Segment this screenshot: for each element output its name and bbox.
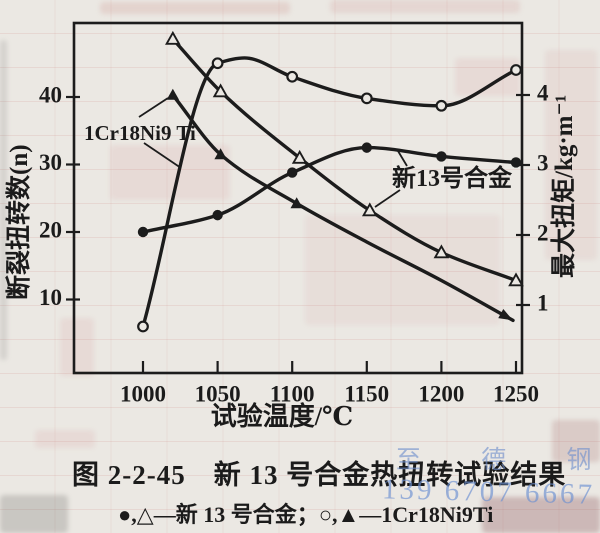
series-curve — [141, 145, 518, 234]
leader-line — [397, 150, 408, 167]
series-circle-open — [137, 56, 522, 333]
data-point-triangle-filled — [290, 197, 303, 209]
torsion-test-chart: 1000 1050 1100 1150 1200 1250 10 20 30 40 1 2 3 4 1Cr… — [4, 21, 578, 431]
left-tick-label: 40 — [39, 82, 62, 107]
data-point-circle-filled — [287, 167, 298, 178]
plot-frame — [72, 21, 524, 375]
data-point-circle-filled — [361, 142, 372, 153]
series-triangle-open — [165, 30, 524, 287]
bleed-mark — [0, 495, 68, 533]
series-triangle-filled — [166, 88, 515, 323]
figure-caption: 图 2-2-45 新 13 号合金热扭转试验结果 — [72, 460, 567, 490]
data-point-triangle-filled — [214, 148, 227, 160]
data-point-circle-open — [286, 70, 299, 83]
x-tick-label: 1050 — [195, 381, 241, 406]
leader-line — [374, 189, 401, 208]
x-tick-label: 1150 — [344, 381, 389, 406]
annotations: 1Cr18Ni9 Ti 新13号合金 — [84, 97, 513, 208]
data-point-triangle-open — [433, 244, 450, 259]
left-y-axis-label: 断裂扭转数(n) — [4, 144, 33, 300]
curve-end-arrow — [498, 309, 513, 321]
data-point-triangle-filled — [166, 88, 180, 100]
watermark-company: 至 德 钢 业 — [396, 447, 600, 474]
leader-line — [143, 142, 182, 169]
series-curves — [137, 30, 524, 333]
series-curve — [171, 93, 515, 323]
leader-line — [138, 97, 169, 118]
series-circle-filled — [137, 142, 522, 238]
right-tick-label: 3 — [537, 150, 549, 175]
data-point-circle-open — [137, 320, 149, 333]
data-point-triangle-open — [212, 83, 229, 98]
data-point-circle-filled — [436, 151, 447, 162]
data-point-circle-open — [435, 99, 448, 112]
left-tick-label: 20 — [39, 217, 62, 242]
data-point-circle-filled — [510, 157, 522, 168]
data-point-circle-open — [360, 92, 373, 105]
right-tick-label: 1 — [537, 290, 549, 315]
right-tick-label: 2 — [537, 220, 549, 245]
data-point-triangle-open — [291, 149, 308, 164]
x-tick-label: 1100 — [270, 381, 315, 406]
data-point-circle-filled — [212, 209, 223, 221]
data-point-circle-open — [510, 64, 522, 76]
annotation-xin13: 新13号合金 — [392, 164, 513, 192]
data-point-triangle-open — [361, 202, 378, 217]
figure-legend: ●,△—新 13 号合金；○,▲—1Cr18Ni9Ti — [118, 502, 494, 527]
data-point-triangle-open — [165, 30, 181, 45]
x-tick-label: 1200 — [418, 381, 464, 406]
x-axis-label: 试验温度/℃ — [211, 401, 353, 431]
left-tick-label: 10 — [39, 285, 62, 310]
data-point-triangle-open — [508, 272, 524, 287]
right-tick-label: 4 — [537, 80, 549, 105]
watermark-phone: 139 6707 6667 — [381, 473, 596, 511]
series-curve — [141, 56, 518, 329]
right-y-axis-label: 最大扭矩/kg·m⁻¹ — [550, 95, 578, 278]
data-point-circle-open — [211, 57, 224, 70]
axis-ticks: 1000 1050 1100 1150 1200 1250 10 20 30 40 1 2 3 4 — [39, 80, 549, 406]
x-tick-label: 1250 — [493, 381, 539, 406]
left-tick-label: 30 — [39, 150, 62, 175]
x-tick-label: 1000 — [120, 381, 166, 406]
data-point-circle-filled — [137, 226, 149, 238]
annotation-1cr18ni9ti: 1Cr18Ni9 Ti — [84, 121, 196, 145]
